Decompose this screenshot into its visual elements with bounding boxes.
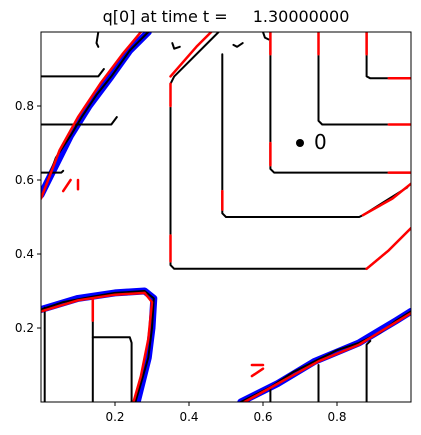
contour-line-5 xyxy=(232,42,244,48)
marker-label: 0 xyxy=(314,130,327,154)
contour-line-2 xyxy=(41,169,65,174)
red-segment-3 xyxy=(169,32,213,78)
contour-line-4 xyxy=(171,42,181,50)
contour-line-9 xyxy=(269,32,411,174)
contour-line-1 xyxy=(41,116,118,126)
chart-title-prefix: q[0] at time t = xyxy=(103,7,228,26)
chart-title: q[0] at time t = 1.30000000 xyxy=(103,7,350,26)
red-segment-17 xyxy=(61,178,72,193)
red-segment-20 xyxy=(250,367,265,378)
contour-line-8 xyxy=(317,32,411,126)
y-tick-label-3: 0.8 xyxy=(15,99,34,113)
contour-line-19 xyxy=(365,339,372,402)
red-segment-1 xyxy=(41,291,154,402)
contour-line-7 xyxy=(365,32,411,80)
x-tick-label-2: 0.6 xyxy=(253,410,272,424)
y-tick-label-0: 0.2 xyxy=(15,321,34,335)
x-tick-label-1: 0.4 xyxy=(179,410,198,424)
axes-frame xyxy=(40,31,412,403)
blue-band-0 xyxy=(41,32,152,199)
blue-band-1 xyxy=(41,287,158,402)
y-tick-label-2: 0.6 xyxy=(15,173,34,187)
marker-point xyxy=(296,139,304,147)
red-segment-0 xyxy=(41,32,143,200)
chart-title-time: 1.30000000 xyxy=(253,7,350,26)
axis-ticks: 0.2 0.4 0.6 0.8 0.2 0.4 0.6 0.8 xyxy=(15,99,347,424)
contour-line-6 xyxy=(262,32,270,41)
red-segment-5 xyxy=(361,182,411,217)
contour-line-16 xyxy=(91,336,133,402)
y-tick-label-1: 0.4 xyxy=(15,247,34,261)
red-segment-4 xyxy=(365,226,411,271)
marker-group: 0 xyxy=(296,130,327,154)
x-tick-label-0: 0.2 xyxy=(105,410,124,424)
red-segment-2 xyxy=(243,311,411,402)
x-tick-label-3: 0.8 xyxy=(327,410,346,424)
contour-line-12 xyxy=(169,32,411,270)
mesh-red-segments xyxy=(41,32,411,402)
contour-line-3 xyxy=(95,32,100,48)
contour-line-0 xyxy=(41,68,105,78)
